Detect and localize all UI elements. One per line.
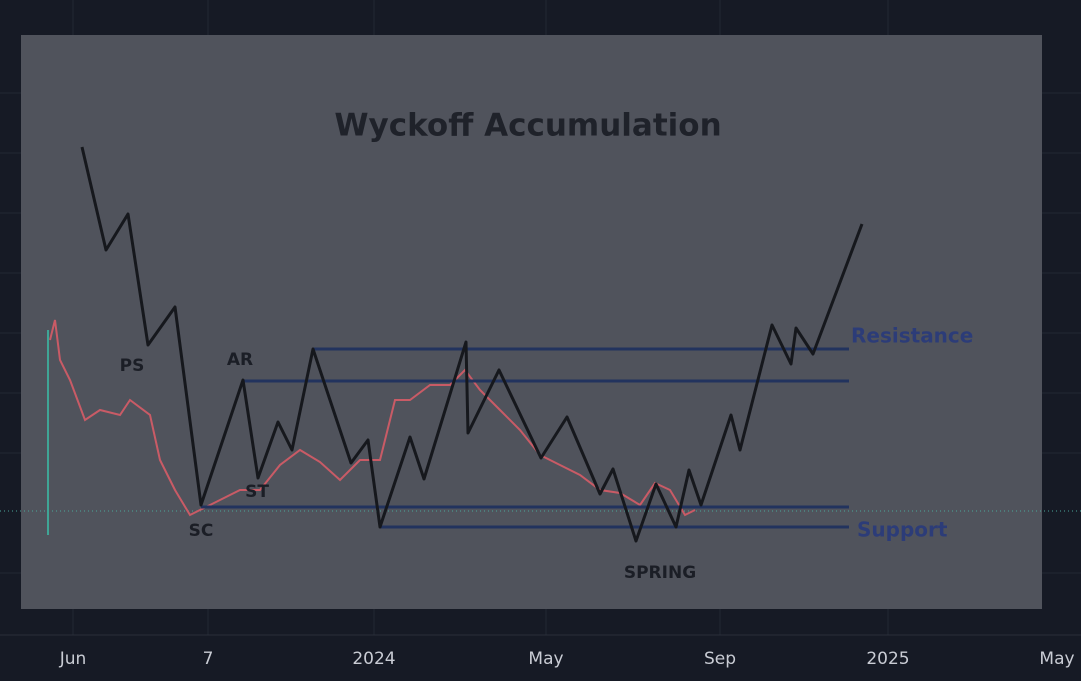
annotation: SC <box>189 521 214 541</box>
x-tick-label: Jun <box>59 649 87 669</box>
title: Wyckoff Accumulation <box>334 108 721 144</box>
price-trace <box>49 319 696 517</box>
x-tick-label: Sep <box>704 649 736 669</box>
x-tick-label: 7 <box>203 649 214 669</box>
x-tick-label: 2025 <box>866 649 909 669</box>
annotation: AR <box>227 350 253 370</box>
range-lines <box>201 347 849 529</box>
x-tick-label: May <box>1039 649 1074 669</box>
annotation: SPRING <box>624 563 696 583</box>
x-tick-label: May <box>528 649 563 669</box>
level-label: Support <box>857 518 948 542</box>
schematic-path <box>80 146 864 543</box>
level-label: Resistance <box>851 324 973 348</box>
x-tick-label: 2024 <box>352 649 395 669</box>
annotation: ST <box>245 482 269 502</box>
annotation: PS <box>120 356 145 376</box>
